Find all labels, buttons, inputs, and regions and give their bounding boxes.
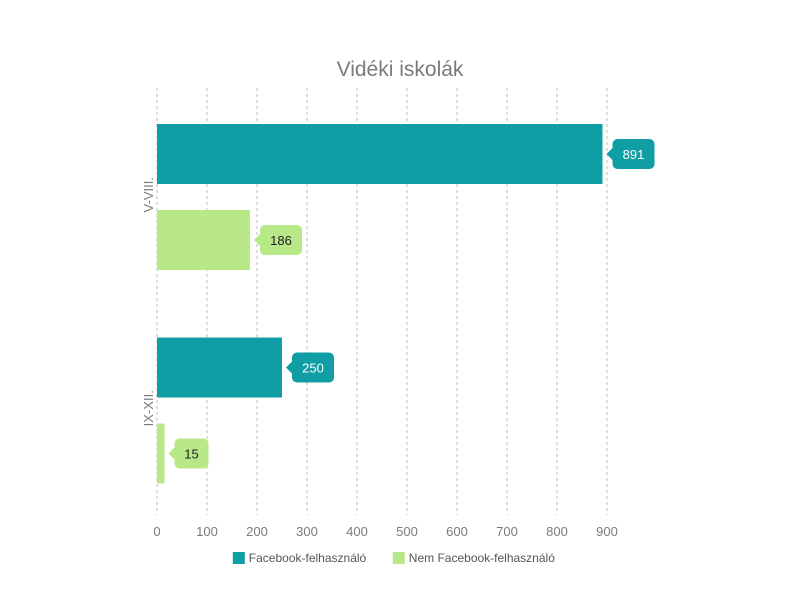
- bar: [157, 337, 282, 398]
- legend[interactable]: Facebook-felhasználó Nem Facebook-felhasz…: [232, 551, 555, 565]
- y-category-label: IX-XII.: [141, 390, 156, 426]
- x-axis: 0 100 200 300 400 500 600 700 800 900: [153, 524, 617, 539]
- data-labels: 891 186 250 15: [168, 139, 655, 469]
- data-label-pointer: [254, 234, 260, 246]
- data-label-pointer: [286, 361, 292, 374]
- legend-swatch: [232, 552, 245, 564]
- data-label: 186: [270, 233, 292, 248]
- data-label-box: [612, 139, 655, 169]
- legend-label: Facebook-felhasználó: [249, 551, 367, 565]
- data-label: 250: [302, 361, 324, 376]
- x-tick-label: 900: [596, 524, 618, 539]
- y-axis: V-VIII. IX-XII.: [141, 177, 156, 426]
- legend-swatch: [392, 552, 405, 564]
- x-tick-label: 700: [496, 524, 518, 539]
- legend-label: Nem Facebook-felhasználó: [409, 551, 555, 565]
- data-label-box: [260, 225, 302, 255]
- bar: [157, 210, 250, 270]
- x-tick-label: 500: [396, 524, 418, 539]
- data-label-pointer: [168, 447, 175, 460]
- bar: [157, 423, 165, 484]
- x-tick-label: 100: [196, 524, 218, 539]
- y-category-label: V-VIII.: [141, 177, 156, 212]
- bars: [157, 124, 603, 484]
- legend-item[interactable]: Facebook-felhasználó: [232, 551, 367, 565]
- bar: [157, 124, 603, 184]
- chart-title: Vidéki iskolák: [337, 58, 464, 81]
- x-tick-label: 400: [346, 524, 368, 539]
- legend-item[interactable]: Nem Facebook-felhasználó: [392, 551, 555, 565]
- x-tick-label: 800: [546, 524, 568, 539]
- x-tick-label: 0: [153, 524, 160, 539]
- data-label: 891: [623, 147, 645, 162]
- x-tick-label: 600: [446, 524, 468, 539]
- data-label-box: [174, 438, 209, 469]
- data-label-box: [292, 352, 334, 383]
- x-tick-label: 300: [296, 524, 318, 539]
- x-tick-label: 200: [246, 524, 268, 539]
- data-label: 15: [184, 447, 198, 462]
- data-label-pointer: [606, 148, 613, 160]
